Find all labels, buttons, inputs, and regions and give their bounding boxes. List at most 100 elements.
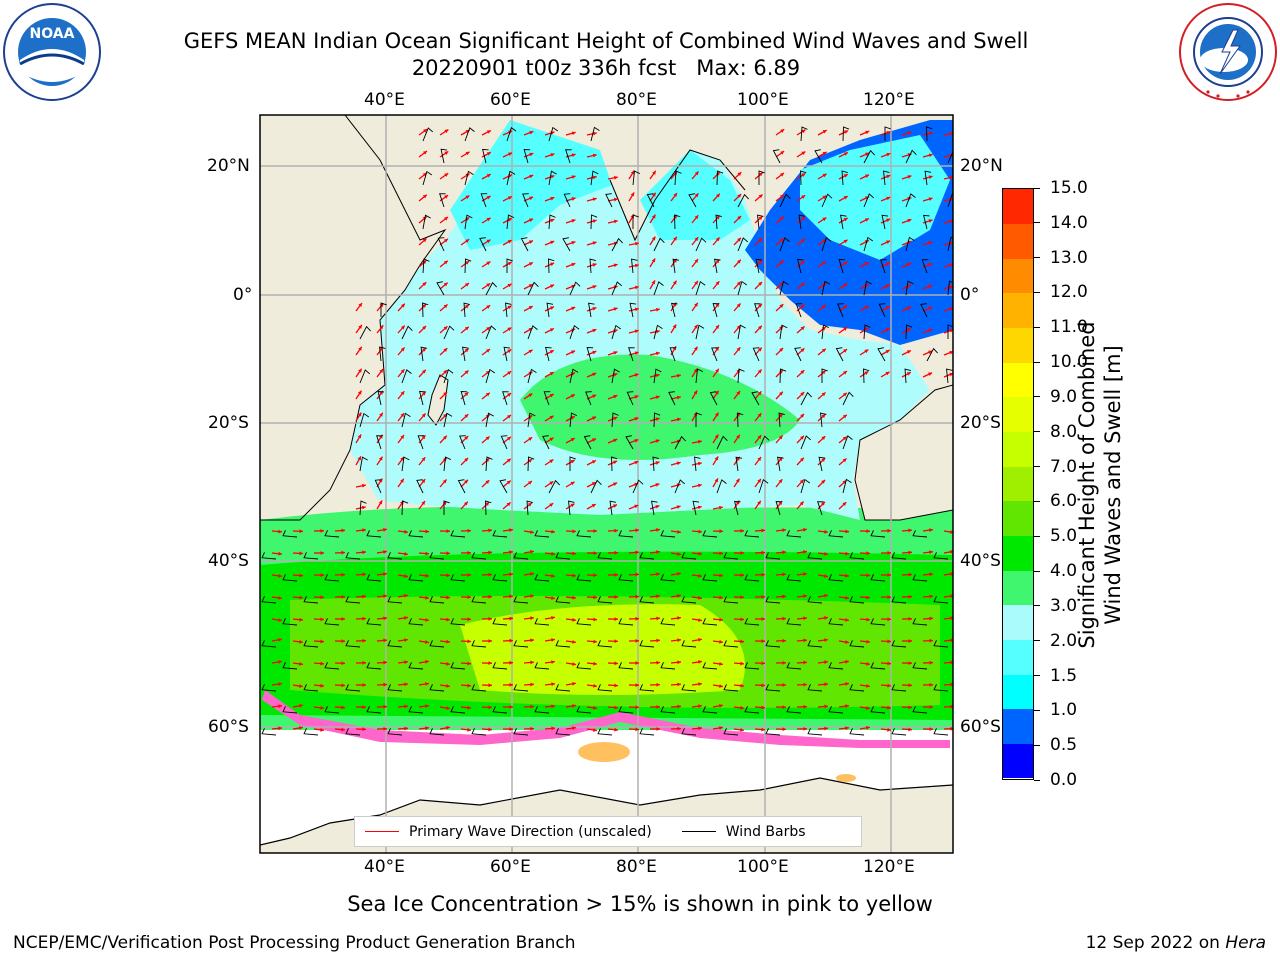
wave-direction-arrow xyxy=(566,553,576,554)
wind-barb xyxy=(801,480,810,493)
wind-barb xyxy=(463,347,469,361)
wind-barb xyxy=(654,282,663,295)
wave-direction-arrowhead xyxy=(379,479,382,483)
wave-direction-arrowhead xyxy=(758,260,762,264)
wave-direction-arrowhead xyxy=(677,461,681,465)
wave-direction-arrow xyxy=(818,239,826,245)
wave-direction-arrow xyxy=(398,479,404,487)
wind-barb xyxy=(402,457,409,471)
wave-direction-arrow xyxy=(608,330,618,333)
wave-direction-arrowhead xyxy=(634,439,638,443)
wind-barb xyxy=(879,304,885,317)
wind-barb xyxy=(483,149,489,163)
wave-direction-arrow xyxy=(461,414,468,421)
wave-direction-arrowhead xyxy=(425,726,429,730)
wave-direction-arrow xyxy=(839,728,849,729)
wave-direction-arrowhead xyxy=(466,152,470,155)
wave-direction-arrow xyxy=(797,618,807,619)
wave-direction-arrowhead xyxy=(824,530,828,534)
wave-direction-arrow xyxy=(545,597,555,599)
wave-direction-arrowhead xyxy=(379,435,383,439)
wind-barb xyxy=(402,413,410,427)
wind-barb xyxy=(598,552,612,559)
wave-direction-arrow xyxy=(608,729,618,730)
wave-direction-arrow xyxy=(440,479,447,487)
wave-direction-arrow xyxy=(629,287,639,289)
wave-direction-arrowhead xyxy=(320,573,324,577)
wave-direction-arrowhead xyxy=(800,370,804,374)
wave-direction-arrowhead xyxy=(715,391,719,395)
wave-direction-arrow xyxy=(650,529,660,531)
wave-direction-arrow xyxy=(524,197,533,201)
wind-barb xyxy=(535,618,549,625)
wave-direction-arrow xyxy=(713,216,720,223)
wave-direction-arrowhead xyxy=(571,460,575,463)
wave-direction-arrow xyxy=(566,220,575,223)
wave-direction-arrowhead xyxy=(887,595,891,599)
wave-direction-arrowhead xyxy=(509,661,513,665)
wave-direction-arrowhead xyxy=(467,728,471,732)
wave-direction-arrowhead xyxy=(444,304,448,308)
wave-direction-arrowhead xyxy=(550,197,554,201)
wave-direction-arrowhead xyxy=(677,374,681,378)
wave-direction-arrow xyxy=(524,306,533,311)
wave-direction-arrow xyxy=(503,196,512,201)
wave-direction-arrowhead xyxy=(950,263,954,267)
wind-barb xyxy=(409,662,423,669)
wave-direction-arrowhead xyxy=(844,174,848,177)
wave-direction-arrow xyxy=(944,177,954,179)
wind-barb xyxy=(836,348,843,361)
wave-direction-arrow xyxy=(734,391,740,399)
wave-direction-arrow xyxy=(419,531,429,532)
wave-direction-arrowhead xyxy=(740,662,744,666)
wave-direction-arrow xyxy=(944,596,954,597)
lon-tick-top-80e: 80°E xyxy=(616,90,657,110)
wave-direction-arrowhead xyxy=(551,660,555,664)
chart-subtitle: 20220901 t00z 336h fcst Max: 6.89 xyxy=(0,55,1212,81)
wave-direction-arrowhead xyxy=(822,349,826,353)
wave-direction-arrow xyxy=(902,530,912,531)
wave-direction-arrow xyxy=(503,502,511,509)
wave-direction-arrowhead xyxy=(571,329,575,333)
wave-direction-arrow xyxy=(671,553,681,555)
footer-host: Hera xyxy=(1225,933,1266,953)
wave-direction-arrow xyxy=(650,618,660,619)
wind-barb xyxy=(346,596,360,603)
wave-direction-arrowhead xyxy=(614,263,618,267)
wave-direction-arrowhead xyxy=(800,436,804,440)
wave-direction-arrowhead xyxy=(736,413,740,417)
wave-direction-arrowhead xyxy=(782,595,786,599)
wind-barb xyxy=(640,552,654,559)
colorbar-cell xyxy=(1003,501,1033,536)
wind-barb xyxy=(451,574,465,581)
wind-barb xyxy=(843,127,849,141)
wind-barb xyxy=(528,282,538,295)
wave-direction-arrowhead xyxy=(551,638,555,642)
wind-barb xyxy=(871,618,885,625)
wave-direction-arrowhead xyxy=(528,459,532,463)
wave-direction-arrowhead xyxy=(908,153,912,157)
wind-barb xyxy=(262,728,276,735)
wave-direction-arrow xyxy=(293,641,303,642)
wind-barb xyxy=(948,237,956,251)
wave-direction-arrow xyxy=(755,326,762,333)
wave-direction-arrowhead xyxy=(950,198,954,202)
wave-direction-arrowhead xyxy=(614,176,618,180)
wave-direction-arrowhead xyxy=(422,457,426,461)
wind-barb xyxy=(843,479,851,493)
wave-direction-arrow xyxy=(545,197,554,201)
wind-barb xyxy=(829,662,843,669)
wave-direction-arrowhead xyxy=(715,478,718,482)
wave-direction-arrowhead xyxy=(467,573,471,577)
wind-barb xyxy=(906,194,915,207)
wave-direction-arrow xyxy=(797,392,804,399)
wave-direction-arrow xyxy=(671,303,676,311)
wave-direction-arrow xyxy=(398,575,408,577)
colorbar-title-line2: Wind Waves and Swell [m] xyxy=(1100,295,1126,675)
wave-direction-arrow xyxy=(629,729,639,730)
wave-direction-arrowhead xyxy=(950,616,954,620)
wave-direction-arrow xyxy=(839,305,847,311)
bay-of-bengal xyxy=(640,150,750,240)
wave-direction-arrow xyxy=(839,174,848,179)
wave-direction-arrow xyxy=(587,685,597,686)
